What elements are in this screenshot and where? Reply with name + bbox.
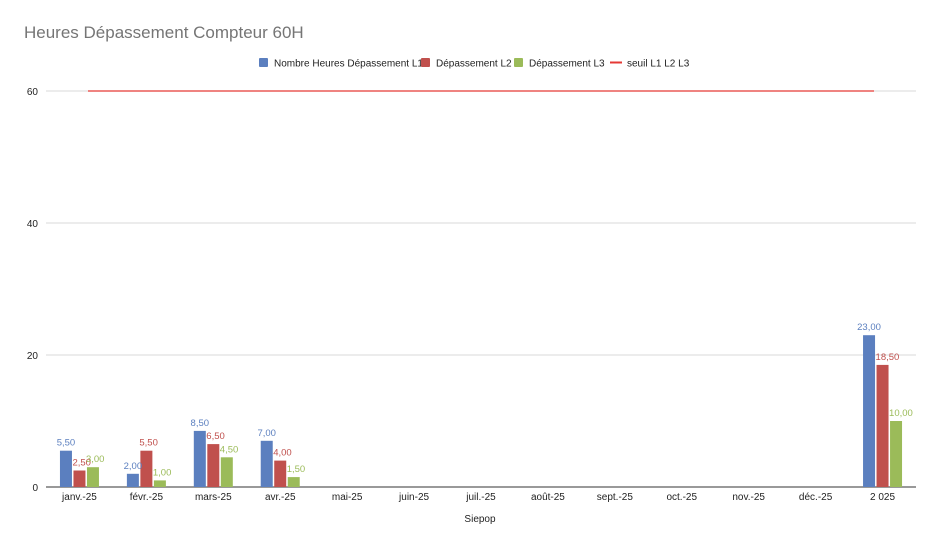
bar-depassement-l2-mars-25 — [207, 444, 220, 487]
legend-label-nombre-heures-depassement-l1: Nombre Heures Dépassement L1 — [274, 59, 423, 70]
data-labels-layer: 5,50 2,503,00 2,00 5,50 1,00 8,50 6,50 4,50 7,00… — [57, 322, 913, 478]
data-label: 5,50 — [57, 438, 76, 449]
bar-nombre-heures-depassement-l1-2-025 — [863, 335, 876, 487]
bar-depassement-l3-fevr-25 — [153, 480, 166, 487]
x-tick-label: mars-25 — [195, 492, 232, 503]
data-label: 2,50 — [72, 458, 91, 469]
data-label: 4,50 — [220, 444, 239, 455]
bar-depassement-l2-2-025 — [876, 364, 889, 487]
x-tick-label: oct.-25 — [666, 492, 697, 503]
data-label: 2,00 — [124, 461, 143, 472]
bar-depassement-l3-avr-25 — [287, 477, 300, 487]
x-tick-label: janv.-25 — [61, 492, 97, 503]
legend-swatch-depassement-l3 — [514, 58, 523, 67]
x-tick-label: déc.-25 — [799, 492, 833, 503]
x-axis-title: Siepop — [464, 514, 496, 525]
y-axis-ticks: 0 20 40 60 — [27, 87, 39, 494]
legend: Nombre Heures Dépassement L1 Dépassement … — [259, 58, 690, 70]
x-tick-label: 2 025 — [870, 492, 895, 503]
legend-label-depassement-l3: Dépassement L3 — [529, 59, 605, 70]
data-label: 3,00 — [86, 454, 105, 465]
x-axis-ticks: janv.-25 févr.-25 mars-25 avr.-25 mai-25 juin… — [61, 492, 895, 503]
data-label: 18,50 — [876, 352, 900, 363]
chart-title: Heures Dépassement Compteur 60H — [24, 23, 304, 42]
bar-nombre-heures-depassement-l1-janv-25 — [59, 450, 72, 487]
data-label: 8,50 — [191, 418, 210, 429]
legend-label-seuil-l1-l2-l3: seuil L1 L2 L3 — [627, 59, 690, 70]
y-tick-label: 20 — [27, 351, 39, 362]
data-label: 1,00 — [153, 467, 172, 478]
bar-depassement-l2-avr-25 — [274, 460, 287, 487]
bar-depassement-l2-fevr-25 — [140, 450, 153, 487]
gridlines — [46, 90, 916, 488]
x-tick-label: avr.-25 — [265, 492, 296, 503]
x-tick-label: nov.-25 — [732, 492, 765, 503]
data-label: 23,00 — [857, 322, 881, 333]
data-label: 4,00 — [273, 448, 292, 459]
x-tick-label: févr.-25 — [130, 492, 164, 503]
legend-label-depassement-l2: Dépassement L2 — [436, 59, 512, 70]
y-tick-label: 60 — [27, 87, 39, 98]
bar-depassement-l3-janv-25 — [86, 467, 99, 487]
legend-swatch-depassement-l2 — [421, 58, 430, 67]
bar-nombre-heures-depassement-l1-fevr-25 — [126, 473, 139, 487]
x-tick-label: juil.-25 — [465, 492, 496, 503]
bar-nombre-heures-depassement-l1-avr-25 — [260, 440, 273, 487]
bar-depassement-l3-2-025 — [890, 421, 903, 487]
bar-nombre-heures-depassement-l1-mars-25 — [193, 430, 206, 487]
data-label: 5,50 — [139, 438, 158, 449]
x-tick-label: mai-25 — [332, 492, 363, 503]
y-tick-label: 0 — [32, 483, 38, 494]
x-tick-label: août-25 — [531, 492, 565, 503]
y-tick-label: 40 — [27, 219, 39, 230]
legend-swatch-nombre-heures-depassement-l1 — [259, 58, 268, 67]
x-tick-label: juin-25 — [398, 492, 429, 503]
data-label: 1,50 — [287, 464, 306, 475]
x-tick-label: sept.-25 — [597, 492, 634, 503]
bars-layer — [59, 335, 903, 487]
data-label: 10,00 — [889, 408, 913, 419]
data-label: 6,50 — [206, 431, 225, 442]
bar-depassement-l3-mars-25 — [220, 457, 233, 487]
bar-depassement-l2-janv-25 — [73, 470, 86, 487]
data-label: 7,00 — [257, 428, 276, 439]
